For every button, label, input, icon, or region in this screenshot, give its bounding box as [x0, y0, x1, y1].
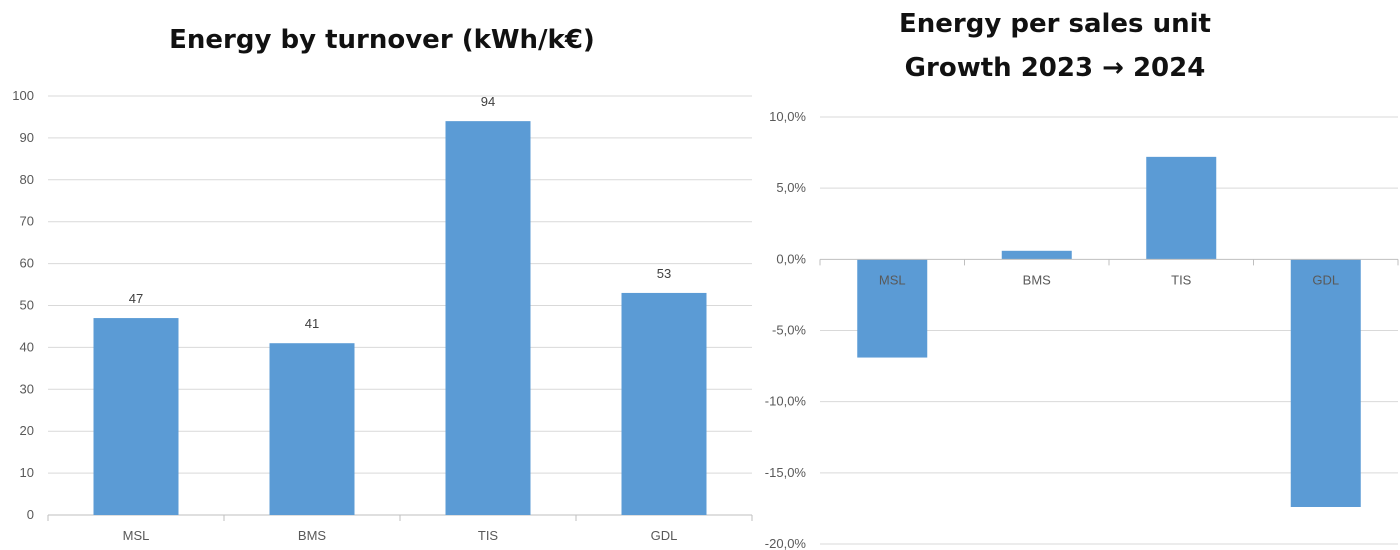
- chart-1-y-tick-label: 0: [27, 507, 34, 522]
- chart-2-category-label: TIS: [1171, 272, 1192, 287]
- chart-1-data-label: 47: [129, 291, 143, 306]
- chart-1-y-axis: 0 10 20 30 40 50 60 70 80 90 100: [12, 88, 34, 522]
- chart-2-category-label: BMS: [1023, 272, 1052, 287]
- chart-1-y-tick-label: 10: [20, 465, 34, 480]
- chart-2-category-label: MSL: [879, 272, 906, 287]
- chart-1-data-label: 53: [657, 266, 671, 281]
- chart-1-category-label: TIS: [478, 528, 499, 543]
- chart-1-y-tick-label: 50: [20, 298, 34, 313]
- chart-1-category-label: BMS: [298, 528, 327, 543]
- chart-2-gridlines: [820, 116, 1398, 545]
- chart-2-y-tick-label: -10,0%: [765, 394, 807, 409]
- chart-2-y-tick-label: -15,0%: [765, 465, 807, 480]
- chart-2-y-tick-label: -5,0%: [772, 323, 806, 338]
- chart-2-y-tick-label: -20,0%: [765, 536, 807, 550]
- chart-1-bar-bms: [269, 343, 355, 515]
- chart-1-bar-msl: [93, 318, 179, 515]
- chart-energy-per-sales-unit-growth: Energy per sales unit Growth 2023 → 2024…: [765, 9, 1399, 550]
- chart-2-title-line-2: Growth 2023 → 2024: [905, 53, 1206, 83]
- chart-1-title: Energy by turnover (kWh/k€): [169, 25, 595, 55]
- chart-2-category-label: GDL: [1312, 272, 1339, 287]
- chart-2-y-tick-label: 5,0%: [776, 180, 806, 195]
- chart-1-y-tick-label: 100: [12, 88, 34, 103]
- chart-energy-by-turnover: Energy by turnover (kWh/k€) 0 10 20 30 40 50 6…: [12, 25, 753, 543]
- chart-1-y-tick-label: 90: [20, 130, 34, 145]
- chart-2-bar-msl: [857, 259, 928, 358]
- chart-1-data-labels: 47 41 94 53: [129, 94, 671, 331]
- chart-1-y-tick-label: 60: [20, 256, 34, 271]
- chart-1-y-tick-label: 70: [20, 214, 34, 229]
- chart-1-data-label: 94: [481, 94, 495, 109]
- chart-1-y-tick-label: 80: [20, 172, 34, 187]
- chart-2-bar-tis: [1146, 156, 1217, 260]
- chart-1-bar-gdl: [621, 292, 707, 515]
- chart-1-data-label: 41: [305, 316, 319, 331]
- chart-1-bar-tis: [445, 121, 531, 515]
- chart-2-y-axis: -20,0% -15,0% -10,0% -5,0% 0,0% 5,0% 10,0%: [765, 109, 807, 550]
- chart-1-category-label: GDL: [651, 528, 678, 543]
- chart-2-y-tick-label: 10,0%: [769, 109, 806, 124]
- chart-1-y-tick-label: 20: [20, 423, 34, 438]
- chart-1-category-label: MSL: [123, 528, 150, 543]
- chart-1-x-axis: MSL BMS TIS GDL: [47, 515, 753, 543]
- chart-2-bar-gdl: [1290, 259, 1361, 507]
- chart-2-bars: [857, 156, 1361, 507]
- chart-1-bars: [93, 121, 707, 515]
- chart-1-y-tick-label: 30: [20, 381, 34, 396]
- chart-2-title-line-1: Energy per sales unit: [899, 9, 1211, 39]
- chart-2-y-tick-label: 0,0%: [776, 251, 806, 266]
- chart-2-x-axis: MSL BMS TIS GDL: [819, 258, 1399, 287]
- chart-2-bar-bms: [1001, 250, 1072, 260]
- chart-1-y-tick-label: 40: [20, 339, 34, 354]
